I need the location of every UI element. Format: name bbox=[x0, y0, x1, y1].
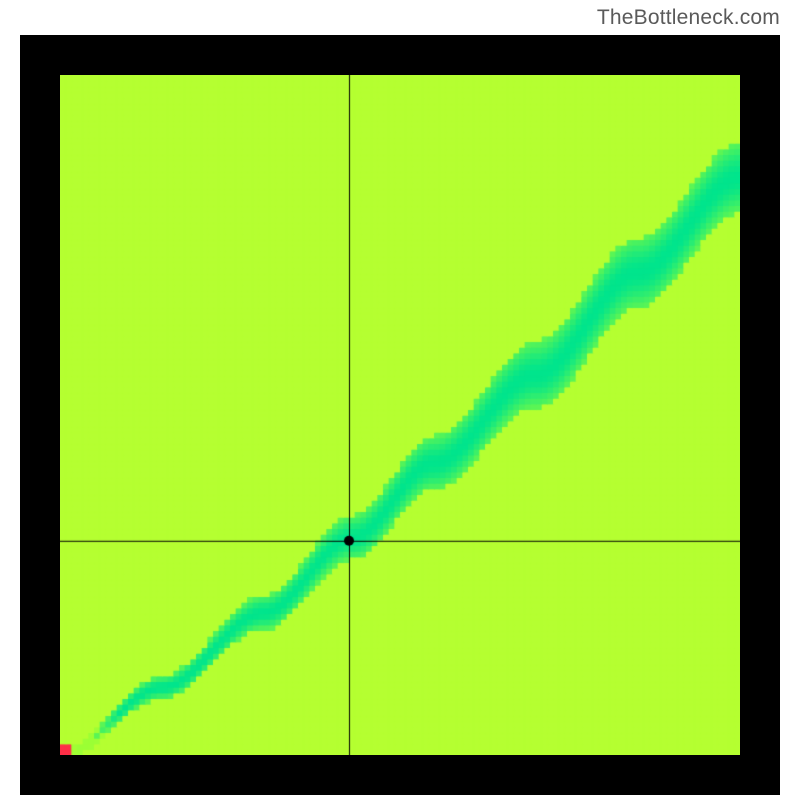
heatmap-canvas bbox=[60, 75, 740, 755]
watermark-text: TheBottleneck.com bbox=[597, 6, 780, 30]
plot-frame bbox=[20, 35, 780, 795]
container: TheBottleneck.com bbox=[0, 0, 800, 800]
